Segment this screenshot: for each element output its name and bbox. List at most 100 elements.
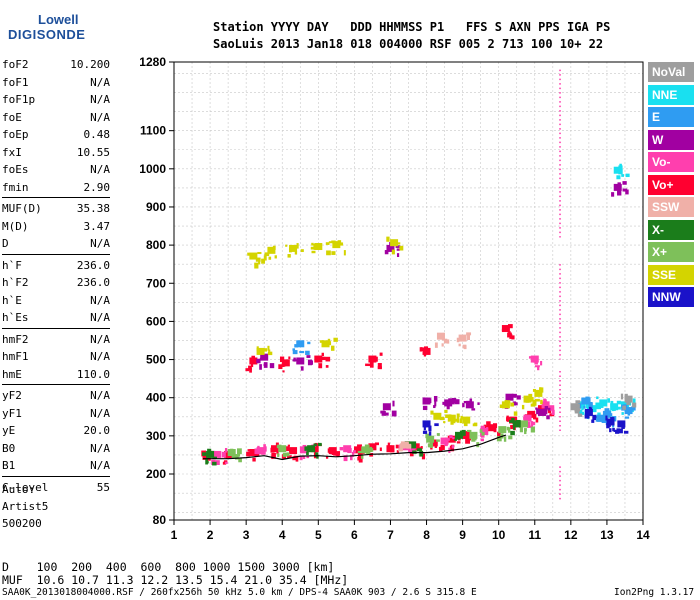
data-point [397, 242, 401, 245]
data-point [246, 451, 251, 457]
data-point [622, 405, 626, 410]
data-point [315, 452, 319, 458]
param-name: B1 [2, 459, 16, 472]
param-name: hmF1 [2, 350, 29, 363]
data-point [212, 461, 217, 466]
data-point [296, 340, 305, 348]
data-point [343, 250, 346, 256]
data-point [621, 422, 625, 429]
data-point [251, 355, 256, 359]
param-value: N/A [90, 441, 110, 455]
data-point [264, 446, 267, 452]
y-tick-label: 800 [146, 238, 166, 252]
data-point [325, 456, 329, 459]
data-point [287, 444, 290, 447]
data-point [467, 334, 470, 341]
data-point [289, 447, 298, 455]
data-point [465, 401, 474, 409]
data-point [285, 244, 288, 247]
data-point [256, 358, 261, 364]
data-point [358, 457, 363, 463]
param-name: D [2, 237, 9, 250]
data-point [420, 347, 424, 352]
x-tick-label: 14 [636, 528, 650, 542]
data-point [612, 427, 615, 432]
data-point [423, 424, 426, 431]
param-row: yF1 N/A [2, 405, 110, 423]
data-point [311, 242, 314, 246]
data-point [237, 451, 241, 457]
param-row: hmE 110.0 [2, 366, 110, 384]
x-tick-label: 10 [492, 528, 506, 542]
data-point [454, 399, 460, 405]
data-point [533, 413, 537, 420]
data-point [423, 352, 427, 357]
data-point [632, 402, 637, 408]
data-point [308, 360, 313, 365]
param-row: C-level 55 [2, 479, 110, 497]
data-point [445, 414, 450, 418]
data-point [493, 423, 498, 429]
data-point [380, 410, 385, 414]
data-point [325, 242, 330, 245]
param-row: foF1p N/A [2, 91, 110, 109]
data-point [296, 243, 299, 249]
data-point [622, 181, 627, 185]
data-point [444, 440, 448, 447]
data-point [588, 406, 592, 411]
data-point [611, 405, 615, 412]
data-point [444, 409, 448, 414]
data-point [469, 398, 473, 404]
data-point [588, 402, 593, 409]
x-tick-label: 9 [459, 528, 466, 542]
data-point [595, 406, 601, 410]
data-point [591, 419, 595, 423]
data-point [466, 429, 472, 433]
param-row: yE 20.0 [2, 422, 110, 440]
data-point [366, 448, 371, 455]
data-point [481, 431, 485, 436]
data-point [409, 450, 414, 454]
data-point [506, 415, 509, 419]
data-point [311, 250, 316, 254]
data-point [325, 356, 331, 362]
data-point [276, 448, 279, 455]
data-point [299, 456, 303, 461]
data-point [426, 351, 430, 354]
data-point [391, 410, 397, 417]
data-point [599, 399, 608, 407]
data-point [512, 427, 516, 430]
data-point [540, 360, 543, 366]
data-point [377, 366, 382, 370]
data-point [465, 438, 471, 444]
data-point [471, 436, 476, 442]
data-point [409, 450, 414, 457]
data-point [616, 400, 621, 405]
data-point [263, 255, 267, 261]
data-point [511, 417, 515, 422]
data-point [279, 356, 285, 363]
y-tick-label: 900 [146, 200, 166, 214]
data-point [577, 413, 583, 417]
data-point [249, 449, 254, 452]
data-point [544, 401, 548, 406]
param-value: N/A [90, 311, 110, 324]
legend-item-x: X- [648, 219, 694, 240]
data-point [207, 448, 212, 452]
data-point [433, 413, 437, 420]
data-point [234, 454, 239, 460]
data-point [532, 388, 536, 392]
param-row: B1 N/A [2, 457, 110, 475]
data-point [237, 448, 242, 455]
data-point [426, 435, 435, 443]
data-point [581, 405, 584, 411]
data-point [430, 410, 434, 415]
data-point [528, 396, 532, 400]
data-point [287, 455, 292, 459]
param-value: N/A [90, 110, 110, 124]
y-tick-label: 1000 [139, 162, 166, 176]
param-name: hmF2 [2, 332, 29, 346]
data-point [607, 398, 611, 403]
data-point [463, 400, 467, 404]
data-point [508, 427, 511, 433]
